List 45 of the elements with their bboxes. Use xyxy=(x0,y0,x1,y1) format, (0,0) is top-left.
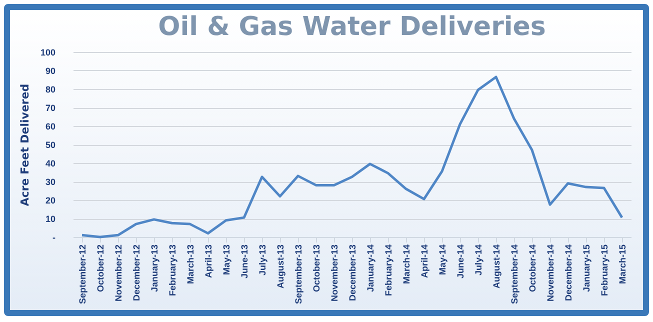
x-tick-label: May-13 xyxy=(222,244,232,276)
x-tick-label: October-14 xyxy=(528,244,538,292)
x-tick-label: September-12 xyxy=(78,244,88,304)
y-tick-label: 20 xyxy=(45,196,56,206)
x-tick-label: September-14 xyxy=(510,244,520,304)
x-tick-label: November-12 xyxy=(114,244,124,302)
y-tick-label: - xyxy=(52,232,56,242)
x-tick-label: October-13 xyxy=(312,244,322,292)
x-tick-label: July-13 xyxy=(258,244,268,276)
x-tick-label: September-13 xyxy=(294,244,304,304)
x-tick-label: February-13 xyxy=(168,244,178,296)
x-tick-label: January-14 xyxy=(366,244,376,292)
x-tick-label: August-13 xyxy=(276,244,286,289)
x-tick-label: January-15 xyxy=(582,244,592,292)
x-tick-label: November-14 xyxy=(546,244,556,302)
y-tick-label: 40 xyxy=(45,158,56,168)
x-tick-label: February-15 xyxy=(600,244,610,296)
line-series xyxy=(80,76,624,238)
chart-title: Oil & Gas Water Deliveries xyxy=(158,12,546,42)
x-tick-label: February-14 xyxy=(384,244,394,296)
x-tick-label: March-14 xyxy=(402,244,412,284)
x-tick-label: July-14 xyxy=(474,244,484,276)
x-tick-label: November-13 xyxy=(330,244,340,302)
y-tick-label: 60 xyxy=(45,122,56,132)
y-tick-label: 80 xyxy=(45,84,56,94)
y-tick-label: 30 xyxy=(45,177,56,187)
x-tick-label: March-13 xyxy=(186,244,196,284)
x-tick-label: March-15 xyxy=(618,244,628,284)
y-tick-label: 50 xyxy=(45,140,56,150)
y-axis-title: Acre Feet Delivered xyxy=(18,84,32,206)
x-tick-label: April-13 xyxy=(204,244,214,278)
x-tick-label: December-13 xyxy=(348,244,358,302)
x-tick-label: December-12 xyxy=(132,244,142,302)
x-tick-label: October-12 xyxy=(96,244,106,292)
x-tick-label: January-13 xyxy=(150,244,160,292)
x-tick-label: August-14 xyxy=(492,244,502,289)
y-tick-label: 70 xyxy=(45,103,56,113)
x-tick-label: June-14 xyxy=(456,244,466,279)
x-tick-label: December-14 xyxy=(564,244,574,302)
x-tick-label: May-14 xyxy=(438,244,448,276)
y-tick-label: 10 xyxy=(45,214,56,224)
x-tick-label: June-13 xyxy=(240,244,250,279)
y-tick-label: 90 xyxy=(45,66,56,76)
x-tick-label: April-14 xyxy=(420,244,430,278)
y-tick-label: 100 xyxy=(40,48,56,58)
